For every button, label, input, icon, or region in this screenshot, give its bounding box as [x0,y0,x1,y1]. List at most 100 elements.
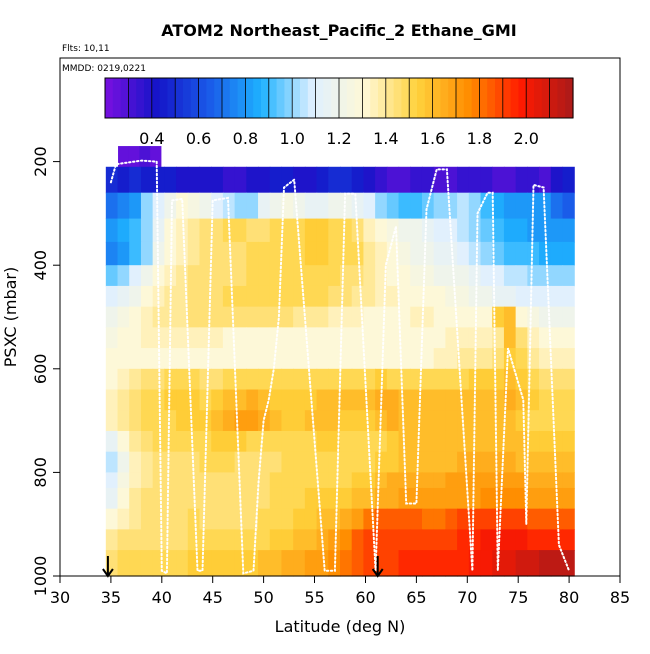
heatmap-cell [421,166,435,194]
heatmap-cell [492,368,505,391]
heatmap-cell [328,306,341,328]
heatmap-cell [316,368,329,391]
heatmap-cell [293,430,306,453]
heatmap-cell [316,508,329,530]
heatmap-cell [269,451,283,473]
colorbar-swatch [167,78,176,118]
heatmap-cell [304,192,318,220]
heatmap-cell [281,472,294,489]
heatmap-cell [140,550,154,577]
heatmap-cell [328,508,341,530]
colorbar-swatch [354,78,363,118]
heatmap-cell [211,265,224,287]
heatmap-cell [129,218,142,243]
heatmap-cell [187,285,201,308]
heatmap-cell [340,192,353,220]
x-tick-label: 85 [610,588,630,607]
heatmap-cell [211,368,224,391]
heatmap-cell [375,327,388,349]
colorbar-swatch [128,78,137,118]
heatmap-cell [562,410,575,432]
heatmap-cell [328,368,341,391]
heatmap-cell [316,550,329,577]
heatmap-cell [199,192,212,220]
heatmap-cell [410,451,423,473]
heatmap-cell [269,430,283,453]
dates-label: MMDD: 0219,0221 [62,64,146,74]
x-axis-label: Latitude (deg N) [275,617,406,636]
y-tick-label: 1000 [31,556,50,597]
y-axis-label: PSXC (mbar) [1,267,20,367]
heatmap-cell [480,472,493,489]
heatmap-cell [562,368,575,391]
heatmap-cell [386,192,400,220]
heatmap-cell [176,550,189,577]
colorbar-swatch [300,78,309,118]
heatmap-cell [539,451,552,473]
heatmap-cell [176,529,189,551]
heatmap-cell [234,218,247,243]
heatmap-cell [445,348,458,370]
heatmap-cell [269,508,283,530]
heatmap-cell [246,472,259,489]
heatmap-cell [398,410,411,432]
heatmap-cell [468,348,482,370]
heatmap-cell [457,550,470,577]
heatmap-cell [398,430,411,453]
heatmap-cell [562,472,575,489]
heatmap-cell [293,508,306,530]
heatmap-cell [105,265,119,287]
y-tick-label: 200 [31,146,50,177]
heatmap-cell [433,430,446,453]
heatmap-cell [328,241,341,266]
heatmap-cell [527,472,540,489]
heatmap-cell [222,265,236,287]
heatmap-cell [211,508,224,530]
heatmap-cell [164,529,177,551]
heatmap-cell [503,241,517,266]
heatmap-cell [562,327,575,349]
heatmap-cell [562,241,575,266]
heatmap-cell [258,550,271,577]
heatmap-cell [410,508,423,530]
colorbar-swatch [424,78,434,118]
heatmap-cell [562,529,575,551]
heatmap-cell [258,430,271,453]
heatmap-cell [457,306,470,328]
heatmap-cell [351,550,365,577]
heatmap-cell [164,451,177,473]
heatmap-cell [386,327,400,349]
heatmap-cell [562,265,575,287]
heatmap-cell [527,430,540,453]
heatmap-cell [269,241,283,266]
heatmap-cell [222,451,236,473]
heatmap-cell [105,389,119,411]
heatmap-cell [293,410,306,432]
heatmap-cell [515,192,528,220]
heatmap-cell [152,451,165,473]
heatmap-cell [539,487,552,510]
heatmap-cell [105,241,119,266]
y-tick-label: 600 [31,354,50,385]
heatmap-cell [480,218,493,243]
heatmap-cell [117,285,130,308]
heatmap-cell [129,265,142,287]
heatmap-cell [164,410,177,432]
heatmap-cell [246,550,259,577]
heatmap-cell [375,348,388,370]
heatmap-cell [468,508,482,530]
heatmap-cell [246,529,259,551]
heatmap-cell [421,327,435,349]
heatmap-cell [211,241,224,266]
heatmap-cell [140,430,154,453]
colorbar-tick-label: 0.6 [186,129,211,148]
heatmap-cell [328,166,341,194]
heatmap-cell [246,451,259,473]
heatmap-cell [117,529,130,551]
heatmap-cell [492,487,505,510]
heatmap-cell [129,285,142,308]
heatmap-cell [410,285,423,308]
heatmap-cell [316,487,329,510]
colorbar-tick-label: 2.0 [513,129,538,148]
heatmap-cell [433,348,446,370]
